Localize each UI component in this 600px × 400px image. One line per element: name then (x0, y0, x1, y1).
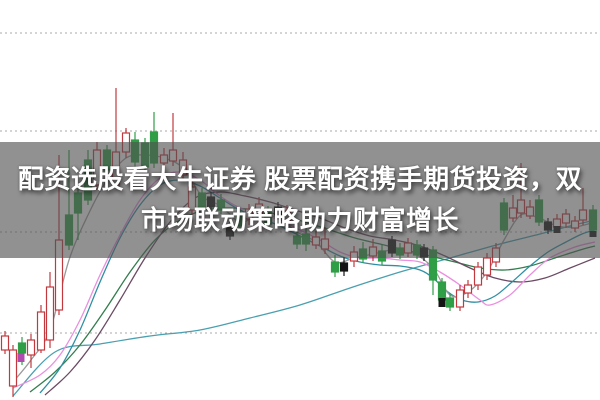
candle-body (473, 266, 483, 286)
headline-line1: 配资选股看大牛证券 股票配资携手期货投资，双 (17, 164, 583, 195)
indicator-marker (438, 298, 446, 307)
candle-body (437, 281, 447, 301)
candle-body (455, 289, 465, 308)
headline-line2: 市场联动策略助力财富增长 (140, 205, 459, 235)
candle-body (8, 349, 18, 387)
candle-body (339, 262, 349, 272)
candle-body (0, 335, 10, 351)
candle-body (330, 261, 340, 273)
candle-body (45, 286, 55, 341)
candle-body (463, 284, 473, 294)
candle-body (445, 297, 455, 308)
candle-body (26, 339, 36, 356)
candle-body (482, 257, 492, 276)
candle-body (17, 342, 27, 354)
candle-body (36, 311, 46, 351)
indicator-marker (17, 353, 25, 362)
headline-banner: 配资选股看大牛证券 股票配资携手期货投资，双 市场联动策略助力财富增长 (0, 142, 600, 258)
